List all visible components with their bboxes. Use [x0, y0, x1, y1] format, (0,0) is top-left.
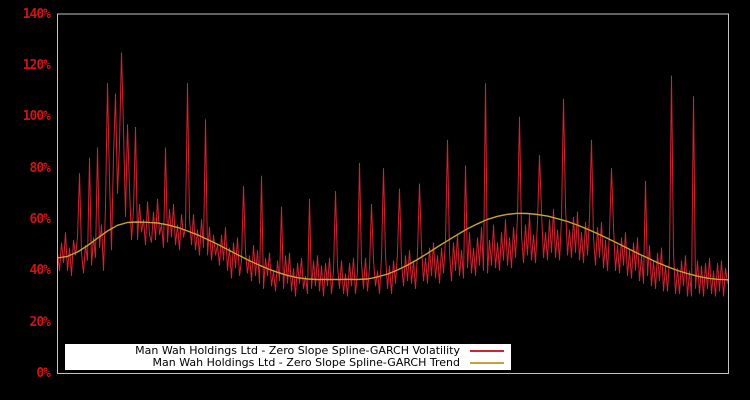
legend: Man Wah Holdings Ltd - Zero Slope Spline… [65, 344, 511, 370]
legend-trend-line-icon [470, 362, 504, 364]
plot-border [57, 13, 729, 374]
y-axis-tick-label: 80% [29, 160, 51, 176]
y-axis-tick-label: 0% [36, 366, 51, 381]
legend-volatility-line-icon [470, 350, 504, 352]
y-axis-tick-label: 140% [22, 6, 51, 22]
y-axis-tick-label: 120% [22, 58, 51, 73]
y-axis-tick-label: 20% [29, 314, 51, 330]
y-axis-tick-label: 100% [22, 109, 51, 124]
y-axis-tick-label: 40% [29, 263, 51, 278]
y-axis-tick-label: 60% [29, 212, 51, 227]
legend-volatility-label: Man Wah Holdings Ltd - Zero Slope Spline… [135, 344, 460, 357]
volatility-line [57, 52, 728, 297]
legend-row-trend: Man Wah Holdings Ltd - Zero Slope Spline… [65, 357, 511, 369]
trend-line [56, 212, 729, 281]
legend-trend-label: Man Wah Holdings Ltd - Zero Slope Spline… [152, 356, 460, 369]
legend-row-volatility: Man Wah Holdings Ltd - Zero Slope Spline… [65, 345, 511, 357]
